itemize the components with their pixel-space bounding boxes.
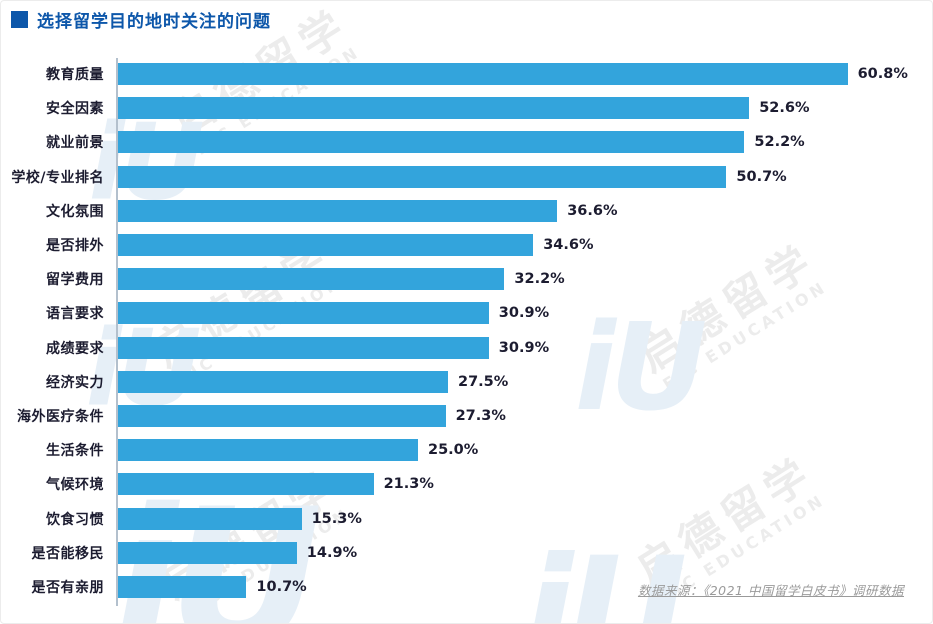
value-bar (118, 199, 558, 222)
value-bar (118, 370, 448, 393)
value-bar (118, 439, 418, 462)
chart-row: 饮食习惯 15.3% (1, 501, 932, 535)
title-bullet-square (11, 11, 28, 28)
value-label: 25.0% (428, 442, 479, 459)
category-label: 是否能移民 (31, 545, 104, 562)
category-label: 学校/专业排名 (11, 169, 104, 186)
value-bar (118, 404, 446, 427)
chart-row: 是否有亲朋 10.7% (1, 570, 932, 604)
value-label: 32.2% (514, 271, 565, 288)
value-label: 10.7% (256, 578, 307, 595)
value-bar (118, 165, 727, 188)
value-bar (118, 507, 302, 530)
category-label: 经济实力 (46, 374, 104, 391)
value-bar (118, 575, 247, 598)
value-label: 27.3% (455, 407, 506, 424)
chart-row: 就业前景 52.2% (1, 125, 932, 159)
chart-title: 选择留学目的地时关注的问题 (37, 12, 271, 32)
chart-row: 海外医疗条件 27.3% (1, 399, 932, 433)
chart-row: 语言要求 30.9% (1, 296, 932, 330)
chart-row: 气候环境 21.3% (1, 467, 932, 501)
category-label: 成绩要求 (46, 340, 104, 357)
value-label: 36.6% (567, 202, 618, 219)
category-label: 安全因素 (46, 101, 104, 118)
category-label: 教育质量 (46, 67, 104, 84)
category-label: 饮食习惯 (46, 511, 104, 528)
category-label: 留学费用 (46, 272, 104, 289)
category-label: 是否有亲朋 (31, 579, 104, 596)
value-bar (118, 302, 489, 325)
value-label: 52.6% (759, 100, 810, 117)
chart-row: 安全因素 52.6% (1, 91, 932, 125)
value-bar (118, 336, 489, 359)
value-label: 60.8% (857, 66, 908, 83)
value-label: 52.2% (754, 134, 805, 151)
chart-row: 留学费用 32.2% (1, 262, 932, 296)
value-bar (118, 473, 374, 496)
chart-row: 生活条件 25.0% (1, 433, 932, 467)
value-label: 15.3% (311, 510, 362, 527)
bar-rows: 教育质量 60.8% 安全因素 52.6% 就业前景 52.2% 学校/专业排名 50.7% 文… (1, 57, 932, 604)
value-label: 34.6% (543, 237, 594, 254)
value-bar (118, 541, 297, 564)
category-label: 海外医疗条件 (17, 408, 104, 425)
value-bar (118, 97, 750, 120)
chart-row: 学校/专业排名 50.7% (1, 160, 932, 194)
data-source-note: 数据来源：《2021 中国留学白皮书》调研数据 (637, 583, 904, 598)
chart-row: 成绩要求 30.9% (1, 331, 932, 365)
category-label: 语言要求 (46, 306, 104, 323)
chart-row: 文化氛围 36.6% (1, 194, 932, 228)
chart-row: 是否排外 34.6% (1, 228, 932, 262)
value-bar (118, 234, 534, 257)
value-bar (118, 131, 745, 154)
value-label: 27.5% (458, 373, 509, 390)
category-label: 气候环境 (46, 477, 104, 494)
value-label: 50.7% (736, 168, 787, 185)
value-bar (118, 268, 505, 291)
value-label: 14.9% (306, 544, 358, 561)
category-label: 是否排外 (46, 238, 104, 255)
category-label: 文化氛围 (46, 203, 104, 220)
value-bar (118, 63, 848, 86)
chart-row: 教育质量 60.8% (1, 57, 932, 91)
value-label: 30.9% (498, 339, 550, 356)
chart-header: 选择留学目的地时关注的问题 (11, 7, 271, 32)
value-label: 30.9% (498, 305, 550, 322)
category-label: 就业前景 (46, 135, 104, 152)
bar-chart: 教育质量 60.8% 安全因素 52.6% 就业前景 52.2% 学校/专业排名 50.7% 文… (1, 57, 932, 607)
chart-row: 是否能移民 14.9% (1, 536, 932, 570)
value-label: 21.3% (383, 476, 434, 493)
chart-row: 经济实力 27.5% (1, 365, 932, 399)
y-axis-line (116, 58, 118, 606)
category-label: 生活条件 (46, 443, 104, 460)
